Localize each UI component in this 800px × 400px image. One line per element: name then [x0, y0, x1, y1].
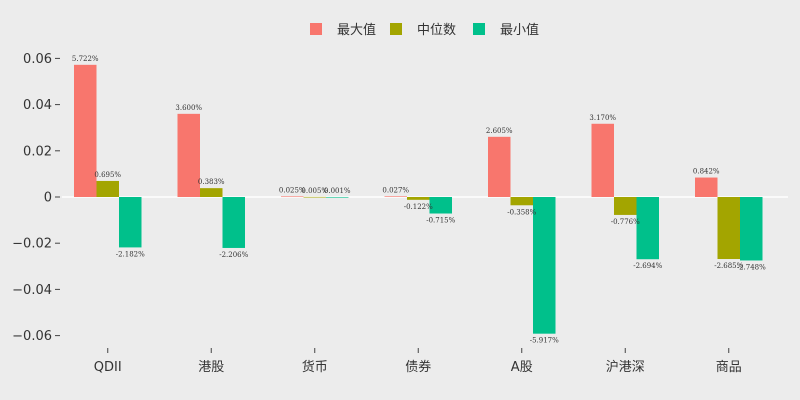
y-tick-label-3: 0 — [44, 191, 52, 206]
x-category-label-1: 港股 — [198, 360, 224, 375]
data-label-5-0: 3.170% — [589, 114, 616, 122]
data-label-6-1: -2.685% — [714, 262, 743, 270]
y-tick-label-2: 0.02 — [23, 144, 52, 159]
bar-6-0 — [695, 177, 718, 197]
data-label-2-0: 0.025% — [279, 186, 306, 194]
bar-5-1 — [614, 197, 637, 215]
data-label-5-1: -0.776% — [611, 218, 640, 226]
y-tick-label-5: −0.04 — [12, 283, 52, 298]
data-label-6-0: 0.842% — [693, 168, 720, 176]
data-label-0-0: 5.722% — [72, 55, 99, 63]
x-category-label-4: A股 — [511, 360, 533, 375]
legend-swatch-2 — [473, 23, 485, 35]
bar-3-2 — [429, 197, 452, 214]
x-category-label-5: 沪港深 — [606, 359, 645, 375]
bar-5-0 — [591, 123, 614, 197]
y-tick-label-1: 0.04 — [23, 98, 52, 113]
bar-4-2 — [533, 197, 556, 334]
legend-label-2: 最小值 — [500, 22, 539, 38]
bar-2-1 — [303, 196, 326, 198]
data-label-1-0: 3.600% — [175, 104, 202, 112]
bar-5-2 — [636, 197, 659, 260]
legend-swatch-1 — [390, 23, 402, 35]
data-label-5-2: -2.694% — [633, 262, 662, 270]
y-tick-label-0: 0.06 — [23, 52, 52, 67]
bar-4-0 — [488, 136, 511, 197]
bar-3-1 — [407, 197, 430, 200]
legend-label-1: 中位数 — [417, 23, 456, 38]
x-axis: QDII 港股 货币 债券 A股 沪港深 商品 — [94, 348, 742, 375]
data-label-0-2: -2.182% — [116, 250, 145, 258]
data-label-2-2: 0.001% — [324, 187, 351, 195]
x-category-label-2: 货币 — [302, 359, 328, 375]
data-labels: 5.722% 0.695% -2.182% 3.600% 0.383% -2.206% 0.… — [72, 55, 766, 345]
bar-2-0 — [281, 196, 304, 198]
data-label-4-2: -5.917% — [530, 337, 559, 345]
bar-3-0 — [384, 196, 407, 197]
data-label-0-1: 0.695% — [94, 171, 121, 179]
legend-swatch-0 — [310, 23, 322, 35]
bar-1-1 — [200, 188, 223, 197]
bar-6-2 — [740, 197, 763, 261]
x-category-label-0: QDII — [94, 360, 122, 375]
legend-label-0: 最大值 — [337, 22, 376, 38]
data-label-3-2: -0.715% — [426, 217, 455, 225]
x-category-label-6: 商品 — [716, 360, 742, 375]
data-label-1-2: -2.206% — [219, 251, 248, 259]
data-label-6-2: -2.748% — [737, 263, 766, 271]
bar-4-1 — [510, 197, 533, 206]
data-label-1-1: 0.383% — [198, 178, 225, 186]
data-label-4-0: 2.605% — [486, 127, 513, 135]
bar-2-2 — [326, 196, 349, 198]
x-category-label-3: 债券 — [405, 359, 431, 375]
data-label-4-1: -0.358% — [507, 208, 536, 216]
legend: 最大值 中位数 最小值 — [310, 22, 539, 38]
data-label-3-1: -0.122% — [404, 203, 433, 211]
y-tick-label-6: −0.06 — [12, 329, 52, 344]
bar-0-2 — [119, 197, 142, 248]
y-tick-label-4: −0.02 — [12, 237, 52, 252]
bar-0-0 — [74, 64, 97, 197]
y-axis: 0.06 0.04 0.02 0 −0.02 −0.04 −0.06 — [12, 52, 60, 344]
bars — [74, 64, 763, 334]
bar-1-2 — [222, 197, 245, 248]
bar-6-1 — [717, 197, 740, 260]
data-label-2-1: 0.005% — [301, 187, 328, 195]
bar-1-0 — [177, 113, 200, 197]
bar-0-1 — [96, 180, 119, 197]
data-label-3-0: 0.027% — [382, 186, 409, 194]
